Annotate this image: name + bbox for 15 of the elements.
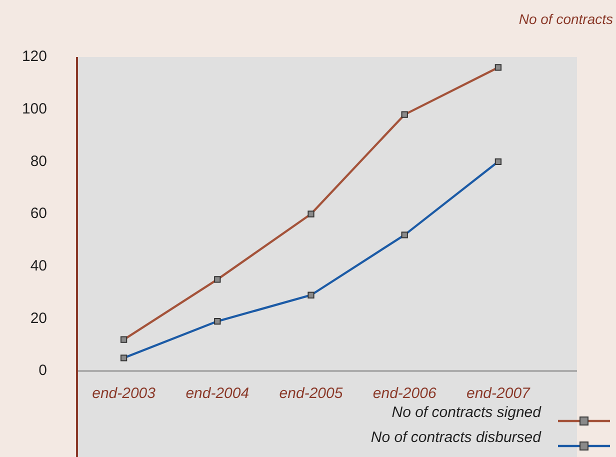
x-tick-label: end-2007: [466, 385, 531, 402]
y-tick-label: 120: [22, 48, 47, 66]
y-tick-label: 60: [30, 205, 47, 222]
legend-label: No of contracts disbursed: [370, 429, 542, 446]
y-tick-label: 100: [22, 100, 47, 118]
y-tick-label: 20: [30, 310, 47, 327]
y-tick-label: 80: [30, 152, 47, 170]
y-axis-title: No of contracts: [518, 10, 613, 27]
y-tick-label: 40: [30, 257, 47, 274]
x-tick-label: end-2006: [372, 385, 437, 402]
legend-label: No of contracts signed: [392, 404, 542, 422]
x-tick-label: end-2005: [279, 385, 344, 402]
y-tick-label: 0: [38, 362, 47, 380]
x-tick-label: end-2003: [92, 385, 156, 402]
x-tick-label: end-2004: [186, 385, 250, 402]
